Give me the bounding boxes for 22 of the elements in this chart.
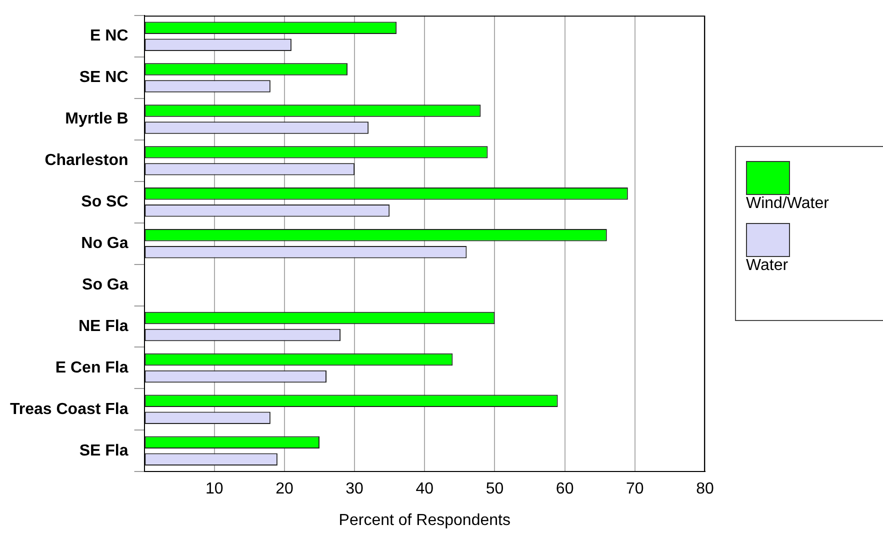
x-tick-label: 70 [626,480,644,498]
y-tick-label: So SC [81,194,129,211]
x-tick-label: 50 [486,480,504,498]
y-tick-label: SE Fla [79,442,128,460]
x-tick-label: 10 [205,480,224,498]
y-tick-label: No Ga [81,235,128,252]
legend-label: Wind/Water [746,195,830,213]
x-tick-label: 60 [556,480,574,498]
y-tick-label: SE NC [79,69,129,86]
x-tick-label: 80 [696,480,714,498]
y-tick-label: Treas Coast Fla [10,400,128,418]
y-tick-label: So Ga [82,276,128,294]
x-tick-label: 30 [346,480,364,498]
x-axis-title: Percent of Respondents [338,512,510,529]
y-tick-label: NE Fla [78,318,128,335]
y-tick-label: E Cen Fla [55,359,128,376]
y-tick-label: Charleston [44,152,128,170]
y-tick-label: Myrtle B [65,110,128,128]
y-tick-label: E NC [90,28,129,45]
x-tick-label: 20 [276,480,294,498]
legend-label: Water [746,257,790,275]
x-tick-label: 40 [416,480,434,498]
